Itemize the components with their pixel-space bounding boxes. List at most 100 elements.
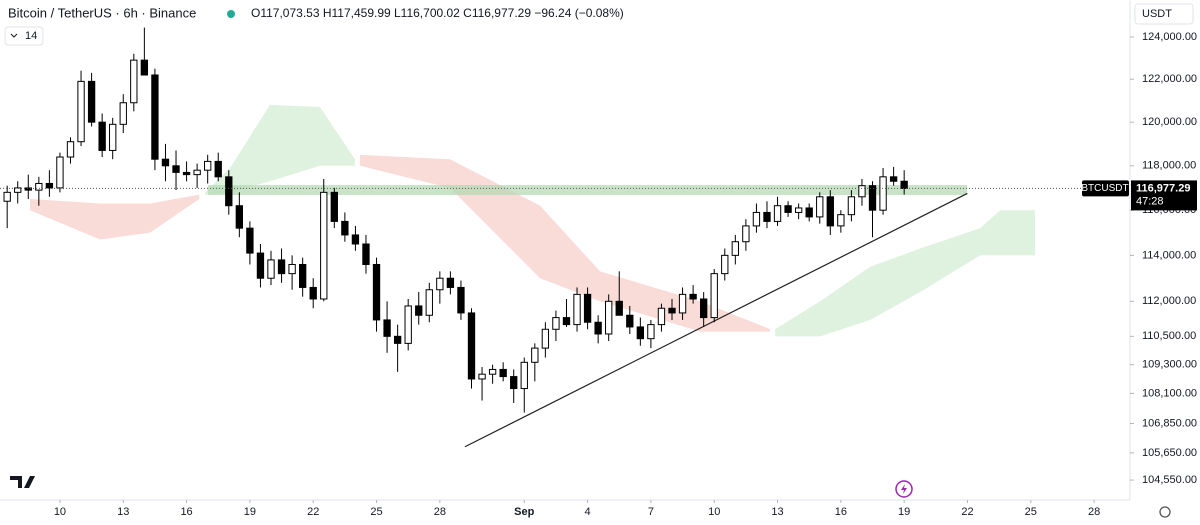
candle-body [478, 373, 486, 380]
candle-body [383, 319, 391, 337]
symbol-box [1082, 180, 1129, 197]
candle-body [657, 307, 666, 326]
candle-body [109, 123, 117, 151]
last-price-box [1131, 180, 1197, 211]
candle-body [288, 263, 296, 275]
candle-body [552, 317, 560, 330]
candle-body [710, 273, 718, 319]
y-tick-label: 120,000.00 [1142, 116, 1197, 128]
candle-body [510, 376, 518, 390]
candle-body [446, 277, 455, 288]
currency-button[interactable]: USDT [1142, 8, 1172, 20]
y-tick-label: 105,650.00 [1142, 447, 1197, 459]
candle-body [668, 307, 676, 314]
candle-body [763, 211, 771, 222]
candle-body [214, 160, 222, 178]
candle-body [889, 176, 898, 182]
candle-body [98, 121, 106, 151]
candle-body [615, 300, 623, 316]
x-tick-label: 13 [771, 506, 783, 518]
candle-body [457, 286, 465, 314]
candle-body [87, 80, 96, 123]
candle-body [182, 171, 191, 176]
candle-body [140, 59, 149, 76]
candle-body [647, 324, 655, 340]
candle-body [721, 254, 729, 275]
candle-body [752, 211, 761, 227]
settings-icon[interactable] [1159, 506, 1171, 518]
candle-body [773, 205, 782, 222]
candle-body [499, 368, 507, 378]
candle-body [24, 187, 32, 191]
candle-body [3, 191, 11, 202]
symbol-label: BTCUSDT [1081, 183, 1128, 194]
chevron [10, 33, 18, 38]
candle-body [404, 305, 412, 344]
candle-body [605, 300, 613, 335]
candle-body [161, 158, 170, 167]
candle-body [235, 205, 244, 229]
x-tick-label: 7 [648, 506, 654, 518]
candle-body [816, 196, 824, 218]
candle-body [193, 169, 201, 176]
status-dot [227, 10, 235, 18]
x-tick-label: 22 [961, 506, 973, 518]
candle-body [277, 259, 286, 275]
candle-body [583, 293, 592, 323]
candle-body [172, 165, 180, 173]
candle-body [45, 182, 54, 189]
candle-body [425, 289, 433, 316]
x-tick-label: 13 [117, 506, 129, 518]
x-tick-label: 28 [1088, 506, 1100, 518]
y-tick-label: 108,100.00 [1142, 387, 1197, 399]
y-tick-label: 110,500.00 [1142, 330, 1196, 342]
trendline [464, 192, 968, 448]
x-tick-label: 22 [307, 506, 319, 518]
candle-body [847, 196, 856, 216]
candle-body [784, 205, 792, 213]
candle-body [372, 263, 381, 321]
event-icon[interactable] [895, 480, 913, 498]
y-tick-label: 104,550.00 [1142, 474, 1197, 486]
zone [207, 185, 968, 196]
y-tick-label: 118,000.00 [1142, 160, 1196, 172]
candle-body [151, 74, 159, 160]
x-tick-label: 10 [54, 506, 66, 518]
candle-body [467, 312, 476, 380]
candle-body [415, 305, 423, 316]
candle-body [225, 176, 233, 207]
cloud [775, 210, 1036, 337]
event-bolt [901, 484, 907, 494]
candle-body [868, 185, 877, 211]
indicator-badge-box[interactable] [4, 26, 44, 46]
indicator-badge[interactable]: 14 [25, 30, 37, 42]
y-tick-label: 112,000.00 [1142, 295, 1196, 307]
candle-body [837, 214, 845, 227]
candle-body [731, 241, 739, 256]
candle-body [594, 321, 602, 335]
cloud [360, 154, 771, 332]
candle-body [362, 243, 370, 265]
tv-logo [10, 476, 35, 488]
candle-body [66, 141, 75, 158]
x-tick-label: Sep [514, 506, 534, 518]
x-tick-label: 16 [835, 506, 847, 518]
last-price-label: 116,977.29 [1136, 182, 1190, 194]
candle-body [879, 176, 887, 211]
candle-body [14, 187, 22, 193]
candle-body [309, 286, 317, 300]
x-tick-label: 10 [708, 506, 720, 518]
candle-body [520, 361, 528, 390]
candle-body [341, 220, 349, 236]
candle-body [826, 196, 834, 227]
candle-body [742, 225, 750, 243]
candle-body [626, 314, 634, 328]
currency-button-box[interactable] [1134, 3, 1194, 25]
candle-body [805, 207, 813, 218]
candle-body [267, 259, 275, 279]
x-tick-label: 25 [1025, 506, 1037, 518]
candle-body [351, 234, 360, 245]
candle-body [436, 277, 444, 291]
candle-body [541, 328, 550, 349]
